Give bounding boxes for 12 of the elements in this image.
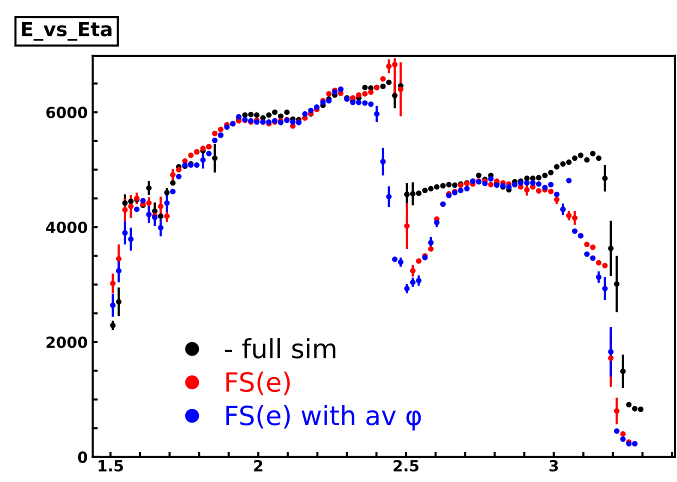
x-tick-label: 2 [254,460,262,472]
x-tick-label: 1.5 [98,460,123,472]
x-tick-label: 3 [550,460,558,472]
legend-label: - full sim [225,338,336,359]
y-tick-label: 0 [78,451,88,463]
x-tick-label: 2.5 [394,460,418,472]
y-tick-label: 2000 [46,336,88,348]
legend-label: FS(e) [226,372,290,396]
y-tick-label: 4000 [46,222,88,234]
chart-title: E_vs_Eta [22,22,112,41]
y-tick-label: 6000 [46,106,88,118]
legend-label: FS(e) with av φ [226,405,421,431]
